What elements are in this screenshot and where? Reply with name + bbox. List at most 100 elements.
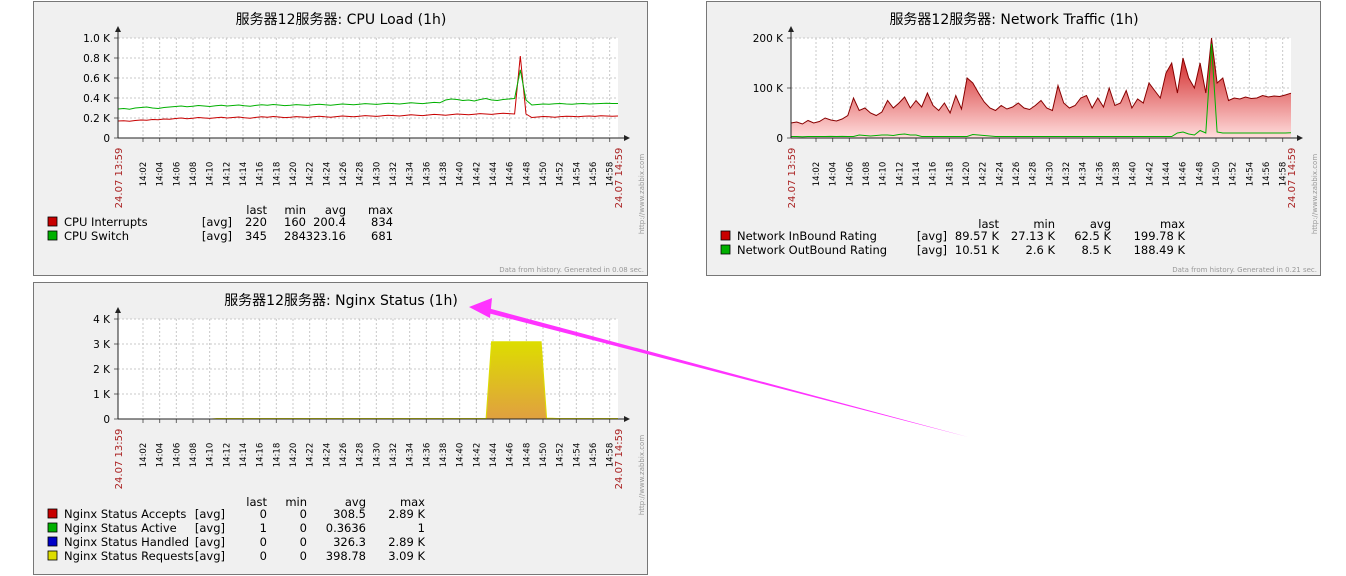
chart0-xtick-label: 14:14 bbox=[239, 162, 249, 187]
chart1-ytick-label: 200 K bbox=[753, 33, 784, 45]
chart1-x-axis-arrow bbox=[1297, 135, 1303, 141]
chart0-x-axis-arrow bbox=[624, 135, 630, 141]
chart1-xtick-label: 14:04 bbox=[829, 162, 839, 187]
chart0-ytick-label: 0.4 K bbox=[83, 93, 111, 105]
chart2-xtick-label: 14:32 bbox=[389, 443, 399, 468]
chart2-xtick-label: 14:24 bbox=[322, 443, 332, 468]
chart0-xtick-label: 14:50 bbox=[539, 162, 549, 187]
chart1-y-axis-arrow bbox=[788, 26, 794, 32]
chart1-xtick-label: 14:24 bbox=[995, 162, 1005, 187]
chart1-xtick-label: 14:20 bbox=[962, 162, 972, 187]
chart2-xtick-label: 14:58 bbox=[606, 443, 616, 468]
chart1-legend-swatch-1 bbox=[720, 244, 731, 255]
chart0-xtick-label: 14:56 bbox=[589, 162, 599, 187]
chart2-legend-func-3: [avg] bbox=[195, 549, 225, 563]
chart2-xtick-label: 14:54 bbox=[572, 443, 582, 468]
chart0-xtick-label: 14:18 bbox=[272, 162, 282, 187]
chart2-title: 服务器12服务器: Nginx Status (1h) bbox=[224, 293, 458, 309]
chart2-xtick-label: 14:02 bbox=[139, 443, 149, 468]
chart1-series-line-0 bbox=[790, 38, 1292, 125]
chart0-legend-header-last: last bbox=[246, 203, 267, 217]
chart0-xtick-label: 14:12 bbox=[222, 162, 232, 187]
chart2-xtick-label: 14:44 bbox=[489, 443, 499, 468]
chart2-legend-avg-1: 0.3636 bbox=[326, 521, 366, 535]
chart1-legend-func-0: [avg] bbox=[917, 229, 947, 243]
chart0-legend-last-0: 220 bbox=[245, 215, 267, 229]
chart1-xtick-label: 14:56 bbox=[1262, 162, 1272, 187]
chart2-xtick-label: 14:22 bbox=[306, 443, 316, 468]
chart1-footer: Data from history. Generated in 0.21 sec… bbox=[1172, 266, 1317, 274]
chart0-ytick-label: 0.8 K bbox=[83, 53, 111, 65]
chart1-legend-name-0: Network InBound Rating bbox=[737, 229, 877, 243]
chart0-legend-swatch-1 bbox=[47, 230, 58, 241]
chart0-legend-func-0: [avg] bbox=[202, 215, 232, 229]
cpu-load-graph: 服务器12服务器: CPU Load (1h) 14:02 14:04 14:06 14… bbox=[47, 12, 646, 274]
chart2-xtick-label: 14:40 bbox=[456, 443, 466, 468]
chart0-ytick-label: 0 bbox=[103, 133, 110, 145]
chart2-xtick-label: 14:30 bbox=[372, 443, 382, 468]
chart0-xtick-label: 14:30 bbox=[372, 162, 382, 187]
chart2-legend-swatch-3 bbox=[47, 550, 58, 561]
chart1-x-end-label: 24.07 14:59 bbox=[1287, 148, 1298, 209]
chart1-xtick-label: 14:02 bbox=[812, 162, 822, 187]
chart2-legend-avg-3: 398.78 bbox=[326, 549, 366, 563]
chart0-legend-header-min: min bbox=[284, 203, 306, 217]
chart0-ytick-label: 0.6 K bbox=[83, 73, 111, 85]
chart2-xtick-label: 14:12 bbox=[222, 443, 232, 468]
chart0-xtick-label: 14:42 bbox=[472, 162, 482, 187]
chart2-legend-avg-0: 308.5 bbox=[333, 507, 366, 521]
chart0-xtick-label: 14:48 bbox=[522, 162, 532, 187]
chart0-watermark: http://www.zabbix.com bbox=[638, 154, 646, 234]
chart2-legend-header-avg: avg bbox=[345, 495, 366, 509]
network-traffic-graph-panel: 服务器12服务器: Network Traffic (1h) 14:02 14:04… bbox=[706, 1, 1321, 276]
chart0-xtick-label: 14:34 bbox=[406, 162, 416, 187]
chart2-xtick-label: 14:26 bbox=[339, 443, 349, 468]
chart1-legend-max-0: 199.78 K bbox=[1134, 229, 1186, 243]
chart1-xtick-label: 14:18 bbox=[945, 162, 955, 187]
chart1-legend-header-last: last bbox=[978, 217, 999, 231]
chart2-legend-last-2: 0 bbox=[260, 535, 267, 549]
chart1-xtick-label: 14:58 bbox=[1279, 162, 1289, 187]
chart0-xtick-label: 14:22 bbox=[306, 162, 316, 187]
chart0-footer: Data from history. Generated in 0.08 sec… bbox=[499, 266, 644, 274]
cpu-load-graph-panel: 服务器12服务器: CPU Load (1h) 14:02 14:04 14:06 14… bbox=[33, 1, 648, 276]
chart1-xtick-label: 14:12 bbox=[895, 162, 905, 187]
chart1-legend-last-1: 10.51 K bbox=[955, 243, 1000, 257]
chart2-legend-max-3: 3.09 K bbox=[388, 549, 425, 563]
chart2-legend-last-0: 0 bbox=[260, 507, 267, 521]
chart2-xtick-label: 14:04 bbox=[156, 443, 166, 468]
chart1-xtick-label: 14:28 bbox=[1029, 162, 1039, 187]
chart2-legend-avg-2: 326.3 bbox=[333, 535, 366, 549]
chart0-xtick-label: 14:28 bbox=[356, 162, 366, 187]
chart0-xtick-label: 14:06 bbox=[172, 162, 182, 187]
chart1-xtick-label: 14:48 bbox=[1195, 162, 1205, 187]
chart2-ytick-label: 1 K bbox=[93, 389, 111, 401]
chart1-legend-swatch-0 bbox=[720, 230, 731, 241]
chart1-xtick-label: 14:44 bbox=[1162, 162, 1172, 187]
chart0-xtick-label: 14:04 bbox=[156, 162, 166, 187]
chart1-legend-name-1: Network OutBound Rating bbox=[737, 243, 887, 257]
chart1-legend-header-min: min bbox=[1033, 217, 1055, 231]
chart2-legend-header-max: max bbox=[400, 495, 425, 509]
chart2-legend-func-0: [avg] bbox=[195, 507, 225, 521]
chart2-legend-min-0: 0 bbox=[300, 507, 307, 521]
chart2-legend-name-1: Nginx Status Active bbox=[64, 521, 177, 535]
chart0-xtick-label: 14:36 bbox=[422, 162, 432, 187]
chart0-plot-area bbox=[118, 38, 618, 138]
chart0-legend-header-avg: avg bbox=[325, 203, 346, 217]
chart1-xtick-label: 14:10 bbox=[879, 162, 889, 187]
chart2-xtick-label: 14:46 bbox=[506, 443, 516, 468]
chart1-xtick-label: 14:22 bbox=[979, 162, 989, 187]
chart2-legend-name-0: Nginx Status Accepts bbox=[64, 507, 186, 521]
chart0-legend-name-0: CPU Interrupts bbox=[64, 215, 148, 229]
chart1-xtick-label: 14:42 bbox=[1145, 162, 1155, 187]
chart2-xtick-label: 14:18 bbox=[272, 443, 282, 468]
chart2-xtick-label: 14:56 bbox=[589, 443, 599, 468]
chart0-xtick-label: 14:46 bbox=[506, 162, 516, 187]
network-traffic-graph: 服务器12服务器: Network Traffic (1h) 14:02 14:04… bbox=[720, 12, 1319, 274]
chart2-legend-swatch-2 bbox=[47, 536, 58, 547]
chart2-xtick-label: 14:52 bbox=[556, 443, 566, 468]
chart2-xtick-label: 14:36 bbox=[422, 443, 432, 468]
chart1-legend-avg-0: 62.5 K bbox=[1074, 229, 1111, 243]
chart0-xtick-label: 14:58 bbox=[606, 162, 616, 187]
